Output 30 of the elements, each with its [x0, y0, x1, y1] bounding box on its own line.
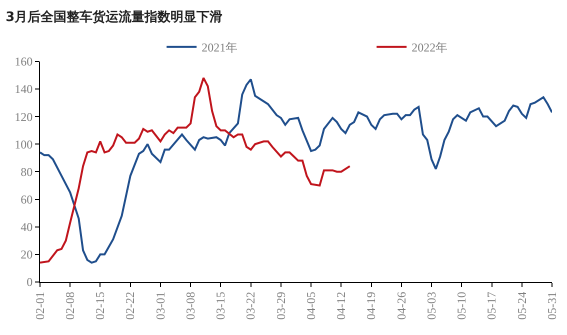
x-tick-label: 03-22: [244, 292, 258, 320]
x-tick-label: 05-10: [454, 292, 469, 320]
legend-label: 2022年: [412, 40, 448, 55]
x-tick-label: 04-05: [304, 292, 318, 320]
x-tick-label: 04-26: [394, 292, 408, 320]
x-tick-label: 04-19: [364, 292, 378, 320]
y-tick-label: 100: [14, 137, 33, 152]
x-tick-label: 03-15: [214, 292, 228, 320]
y-tick-label: 60: [20, 192, 33, 206]
y-tick-label: 0: [26, 275, 33, 290]
y-tick-label: 120: [14, 110, 33, 124]
x-tick-label: 05-17: [484, 292, 499, 320]
x-tick-label: 05-24: [514, 292, 529, 320]
y-tick-label: 40: [20, 220, 33, 234]
x-tick-label: 03-29: [274, 292, 288, 320]
x-tick-label: 02-08: [63, 292, 78, 320]
x-tick-label: 02-01: [32, 292, 47, 320]
x-tick-label: 05-03: [424, 292, 438, 320]
y-tick-label: 80: [20, 164, 33, 179]
legend-label: 2021年: [202, 40, 238, 55]
x-tick-label: 04-12: [334, 292, 348, 320]
x-tick-label: 03-01: [153, 292, 168, 320]
y-tick-label: 140: [14, 82, 33, 96]
y-tick-label: 160: [14, 54, 33, 69]
x-tick-label: 02-22: [123, 292, 138, 320]
y-tick-label: 20: [20, 248, 33, 262]
x-tick-label: 05-31: [544, 292, 559, 320]
x-tick-label: 02-15: [93, 292, 108, 320]
x-tick-label: 03-08: [183, 292, 198, 320]
chart-title: 3月后全国整车货运流量指数明显下滑: [6, 8, 223, 25]
